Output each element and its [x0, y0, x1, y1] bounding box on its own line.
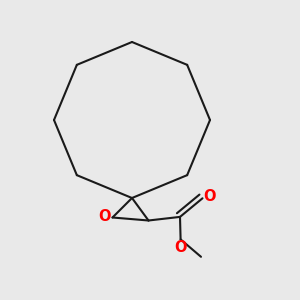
Text: O: O [174, 240, 187, 255]
Text: O: O [98, 209, 110, 224]
Text: O: O [203, 189, 215, 204]
